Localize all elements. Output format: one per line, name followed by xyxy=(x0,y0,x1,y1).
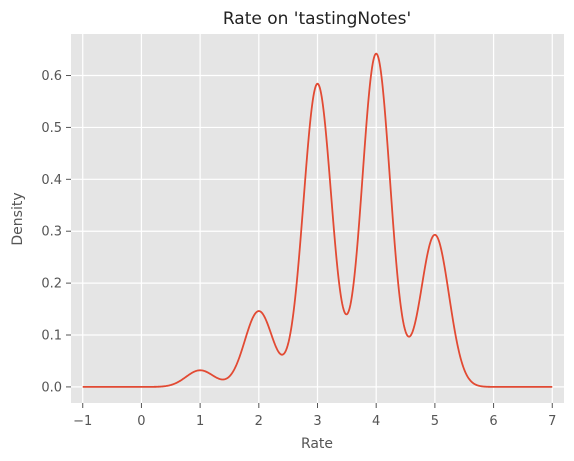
density-curve xyxy=(82,52,553,388)
x-tick-label: 7 xyxy=(548,414,556,429)
y-axis-ticks: 0.0 0.1 0.2 0.3 0.4 0.5 0.6 xyxy=(41,69,71,395)
x-tick-label: 2 xyxy=(255,414,263,429)
x-tick-label: 4 xyxy=(372,414,380,429)
y-tick-label: 0.6 xyxy=(41,69,62,84)
y-tick-label: 0.4 xyxy=(41,173,62,188)
x-tick-label: 0 xyxy=(137,414,145,429)
x-tick-label: 3 xyxy=(313,414,321,429)
x-axis-label: Rate xyxy=(301,436,333,452)
x-tick-label: 5 xyxy=(431,414,439,429)
x-tick-label: 1 xyxy=(196,414,204,429)
y-tick-label: 0.2 xyxy=(41,277,62,292)
chart-title: Rate on 'tastingNotes' xyxy=(223,9,411,29)
y-axis-label: Density xyxy=(10,192,26,245)
x-tick-label: −1 xyxy=(73,414,92,429)
y-tick-label: 0.0 xyxy=(41,380,62,395)
x-tick-label: 6 xyxy=(489,414,497,429)
y-tick-label: 0.1 xyxy=(41,329,62,344)
x-axis-ticks: −1 0 1 2 3 4 5 6 7 xyxy=(73,403,556,429)
y-tick-label: 0.3 xyxy=(41,225,62,240)
y-tick-label: 0.5 xyxy=(41,121,62,136)
